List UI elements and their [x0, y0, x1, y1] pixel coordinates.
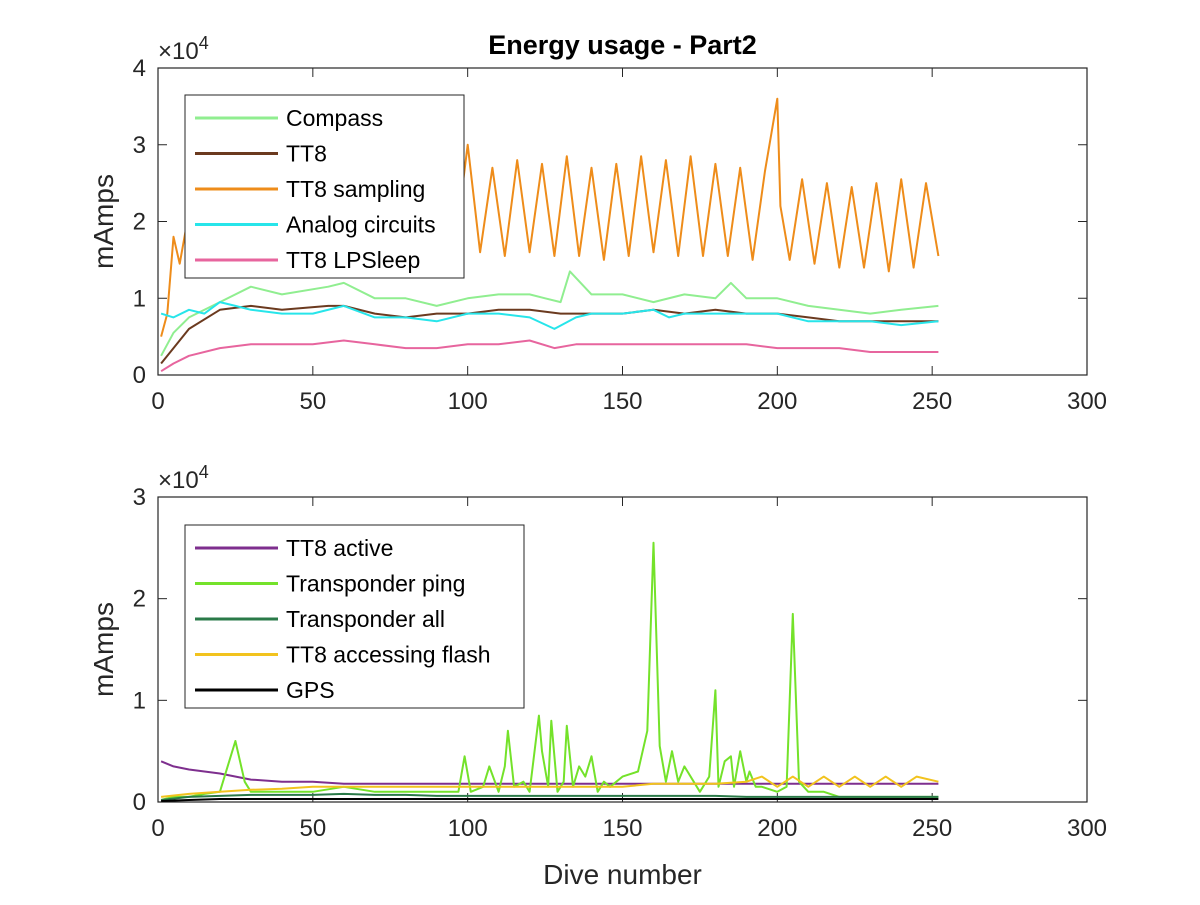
y-tick-label: 2 [133, 209, 146, 236]
x-tick-label: 150 [602, 388, 642, 415]
series-line-analog-circuits [160, 301, 939, 330]
series-line-compass [160, 270, 939, 357]
y-tick-label: 1 [133, 687, 146, 714]
x-tick-label: 50 [299, 815, 326, 842]
y-tick-label: 3 [133, 484, 146, 511]
legend-label-tt8-active: TT8 active [286, 535, 393, 561]
x-tick-label: 300 [1067, 815, 1107, 842]
y-multiplier-base: ×10 [158, 467, 199, 494]
series-line-tt8-accessing-flash [160, 775, 939, 798]
legend-label-tt8: TT8 [286, 141, 327, 167]
legend-label-analog-circuits: Analog circuits [286, 212, 436, 238]
legend-label-transponder-all: Transponder all [286, 606, 445, 632]
y-tick-label: 0 [133, 789, 146, 816]
y-tick-label: 3 [133, 132, 146, 159]
legend-label-gps: GPS [286, 677, 335, 703]
y-axis-label: mAmps [88, 602, 119, 697]
legend-box [184, 94, 465, 279]
series-line-gps [161, 798, 939, 802]
y-tick-label: 0 [133, 362, 146, 389]
legend-label-tt8-sampling: TT8 sampling [286, 176, 425, 202]
x-tick-label: 0 [151, 388, 164, 415]
x-tick-label: 50 [299, 388, 326, 415]
x-tick-label: 300 [1067, 388, 1107, 415]
x-tick-label: 200 [757, 388, 797, 415]
legend-label-compass: Compass [286, 105, 383, 131]
legend-label-tt8-lpsleep: TT8 LPSleep [286, 247, 420, 273]
x-tick-label: 150 [602, 815, 642, 842]
legend-label-tt8-accessing-flash: TT8 accessing flash [286, 642, 491, 668]
y-multiplier-base: ×10 [158, 38, 199, 65]
x-tick-label: 100 [448, 815, 488, 842]
bottom-panel: 0 50 100 150 200 250 300 0 1 2 3 ×104 mAmps Dive numb… [88, 462, 1107, 890]
series-line-tt8-lpsleep [160, 339, 939, 373]
chart-title: Energy usage - Part2 [488, 30, 757, 60]
x-tick-label: 0 [151, 815, 164, 842]
legend-label-transponder-ping: Transponder ping [286, 571, 465, 597]
y-tick-label: 1 [133, 285, 146, 312]
y-tick-label: 4 [133, 55, 146, 82]
x-axis-label: Dive number [543, 859, 702, 890]
series-group [160, 541, 939, 802]
legend: TT8 active Transponder ping Transponder al… [184, 524, 525, 709]
y-multiplier-exponent: 4 [199, 462, 209, 482]
y-tick-label: 2 [133, 586, 146, 613]
legend: Compass TT8 TT8 sampling Analog circuits TT8… [184, 94, 465, 279]
x-tick-label: 250 [912, 388, 952, 415]
x-tick-label: 200 [757, 815, 797, 842]
x-tick-label: 100 [448, 388, 488, 415]
legend-box [184, 524, 525, 709]
y-axis-label: mAmps [88, 174, 119, 269]
series-line-transponder-ping [160, 541, 939, 801]
series-line-tt8 [160, 304, 939, 365]
x-tick-label: 250 [912, 815, 952, 842]
y-multiplier-label: ×104 [158, 462, 209, 494]
series-line-transponder-all [160, 792, 939, 801]
y-multiplier-label: ×104 [158, 33, 209, 65]
y-multiplier-exponent: 4 [199, 33, 209, 53]
